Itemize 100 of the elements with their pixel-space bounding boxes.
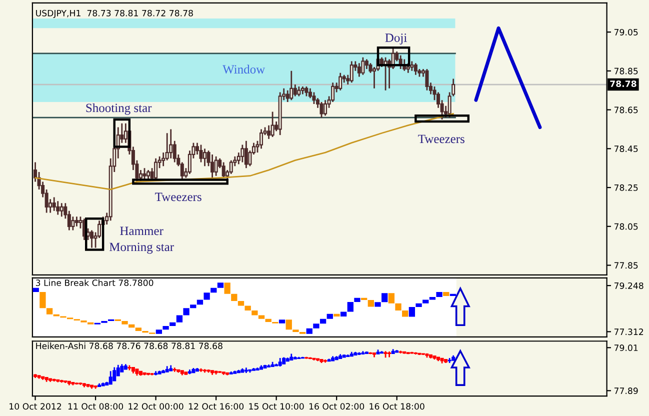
candlestick [112,366,116,382]
bar [135,328,142,332]
candlestick [350,60,354,84]
bar [170,322,176,326]
bar [443,292,450,296]
bar [176,315,183,322]
bar [436,292,442,297]
candlestick [312,92,316,105]
candlestick [406,62,410,74]
candlestick [108,370,112,385]
annotation: Tweezers [155,192,202,202]
band-label: Window [222,64,266,74]
annotation: Shooting star [86,103,152,115]
bar [347,302,354,312]
y-tick-label: 78.65 [614,106,638,114]
bar [244,306,251,311]
candlestick [169,128,173,160]
candlestick [203,148,207,167]
bar [156,330,162,334]
bar [354,298,360,302]
candlestick [361,56,365,76]
candlestick [364,58,368,70]
candlestick [146,169,150,180]
bar [32,288,39,292]
x-tick-label: 16 Oct 18:00 [370,403,424,410]
bar [252,310,258,316]
bar [306,328,312,334]
bar [388,293,395,304]
candlestick [320,101,324,118]
bar [265,318,272,322]
y-tick-label: 77.312 [614,328,644,336]
candlestick [259,128,264,150]
bar [334,314,340,316]
candlestick [86,228,90,241]
candlestick [410,60,414,72]
y-tick-label: 79.05 [614,28,638,36]
candlestick [240,144,244,163]
candlestick [244,140,248,169]
y-tick-label: 77.89 [614,388,638,394]
candlestick [357,62,361,78]
candlestick [286,90,290,103]
annotation: Tweezers [418,134,464,144]
bar [361,298,368,300]
bar [190,304,196,308]
y-tick-label: 79.248 [614,282,644,289]
y-tick-label: 78.45 [614,146,638,152]
bar [162,326,169,330]
x-tick-label: 15 Oct 10:00 [249,403,304,410]
y-tick-label: 78.85 [614,68,638,74]
candlestick [270,111,274,138]
text: USDJPY,H1 78.73 78.81 78.72 78.78 [36,10,193,18]
candlestick [293,84,297,97]
annotation: Morning star [109,242,174,254]
bar [368,300,374,307]
bar [238,300,244,306]
x-tick-label: 12 Oct 00:00 [128,403,184,410]
bar [374,302,381,307]
x-tick-label: 16 Oct 02:00 [309,403,364,410]
bar [382,293,388,302]
bar [286,320,292,330]
bar [183,308,190,316]
bar [326,314,333,319]
bar [313,324,320,328]
bar [429,296,436,300]
chart-title: Heiken-Ashi 78.68 78.76 78.68 78.81 78.68 [36,342,222,350]
candlestick [414,62,418,76]
y-tick-label: 79.01 [614,344,638,352]
bar [40,292,46,308]
candlestick [56,200,60,216]
bar [416,303,422,307]
bar [422,300,429,304]
candlestick [74,216,78,228]
chart-title: 3 Line Break Chart 78.7800 [36,279,154,286]
bar [278,320,286,324]
bar [340,312,347,316]
bar [258,315,265,319]
bar [395,303,402,311]
candlestick [71,216,75,231]
y-tick-label: 78.25 [614,184,638,191]
bar [204,292,210,300]
bar [320,318,326,324]
y-tick-label: 77.85 [614,262,638,269]
bar [46,308,53,314]
candlestick [142,167,146,180]
x-tick-label: 10 Oct 2012 [10,403,62,410]
y-tick-label: 78.05 [614,223,638,230]
candlestick [324,99,328,116]
bar [402,310,408,317]
candlestick [338,72,342,92]
candlestick [210,154,214,179]
candlestick [199,144,203,163]
candlestick [154,158,158,180]
bar [122,321,128,324]
annotation: Hammer [120,226,164,236]
bar [408,306,416,317]
candlestick [222,162,226,179]
x-tick-label: 12 Oct 16:00 [188,403,244,410]
bar [231,294,238,301]
candlestick [297,86,301,97]
candlestick [90,230,94,248]
